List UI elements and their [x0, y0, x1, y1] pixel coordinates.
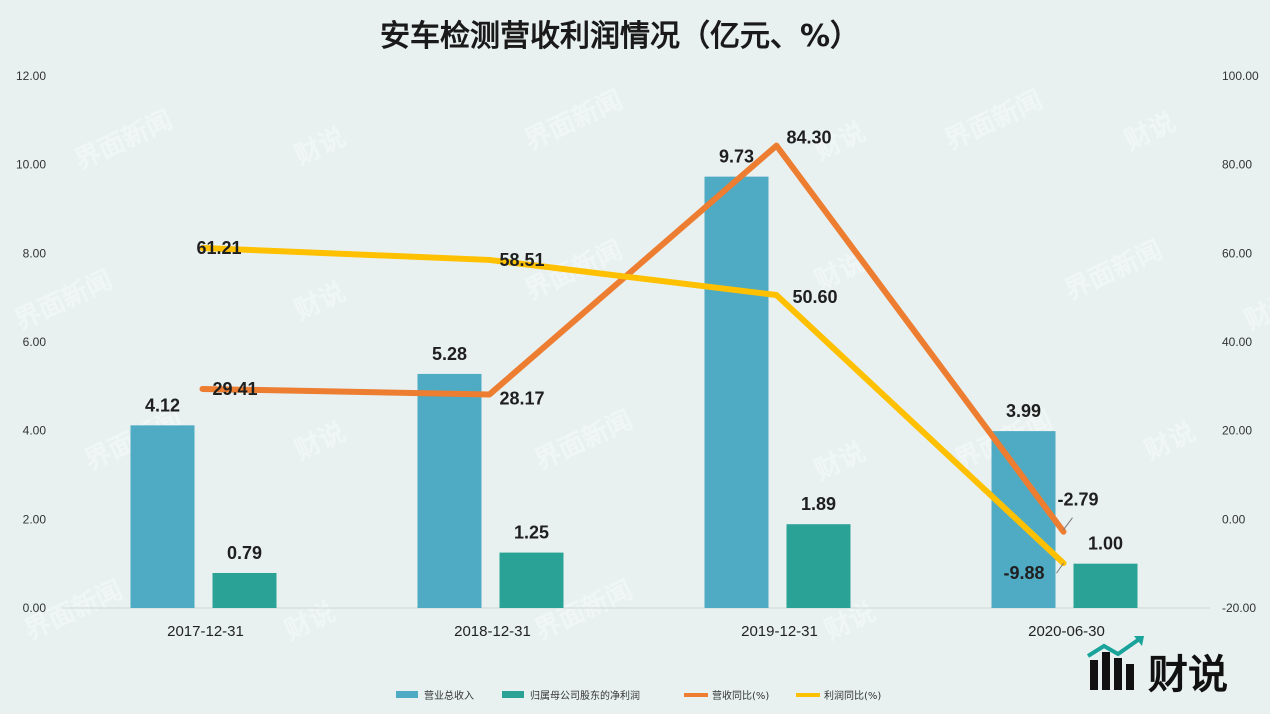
x-tick-label: 2020-06-30 — [1028, 623, 1105, 640]
line-value-label: -2.79 — [1058, 490, 1099, 510]
bars — [130, 176, 1138, 609]
watermark-layer: 界面新闻财说界面新闻财说界面新闻财说界面新闻财说界面新闻财说界面新闻财说界面新闻… — [10, 84, 1270, 646]
bar-value-label: 1.00 — [1088, 534, 1123, 554]
data-labels: 4.12 5.28 9.73 3.99 0.79 1.25 1.89 1.00 29.41 28.… — [145, 128, 1123, 584]
series-line — [199, 244, 1067, 567]
legend-label: 营收同比(%) — [712, 689, 769, 702]
x-tick-label: 2018-12-31 — [454, 623, 531, 640]
watermark-text: 财说 — [1240, 287, 1270, 336]
legend-swatch — [396, 691, 418, 698]
bar — [1073, 563, 1138, 608]
leader-line — [1063, 517, 1073, 531]
y-right-tick-label: 20.00 — [1222, 424, 1252, 438]
x-tick-label: 2019-12-31 — [741, 623, 818, 640]
bar — [417, 373, 482, 608]
y-right-tick-label: -20.00 — [1222, 601, 1256, 615]
bar-value-label: 1.25 — [514, 523, 549, 543]
leader-line — [1056, 562, 1064, 574]
series-line — [199, 142, 1067, 535]
chart-bars-logo-icon — [1086, 636, 1144, 690]
line-value-label: 58.51 — [500, 250, 545, 270]
legend: 营业总收入 归属母公司股东的净利润 营收同比(%) 利润同比(%) — [396, 689, 881, 702]
chart-title: 安车检测营收利润情况（亿元、%） — [380, 19, 860, 54]
bar — [499, 552, 564, 608]
watermark-text: 财说 — [290, 417, 350, 466]
legend-label: 利润同比(%) — [824, 689, 881, 702]
y-left-tick-label: 6.00 — [23, 335, 47, 349]
legend-label: 营业总收入 — [424, 689, 474, 702]
watermark-text: 界面新闻 — [940, 84, 1047, 156]
watermark-text: 界面新闻 — [70, 104, 177, 176]
lines — [199, 142, 1067, 567]
bar-value-label: 9.73 — [719, 147, 754, 167]
legend-swatch — [502, 691, 524, 698]
bar — [130, 425, 195, 608]
bar — [212, 572, 277, 608]
y-right-tick-label: 40.00 — [1222, 335, 1252, 349]
bar-value-label: 3.99 — [1006, 401, 1041, 421]
axes: 0.00 2.00 4.00 6.00 8.00 10.00 12.00 -20.00 0.00… — [16, 69, 1259, 640]
bar-value-label: 4.12 — [145, 395, 180, 415]
bar — [704, 176, 769, 609]
watermark-text: 界面新闻 — [10, 264, 117, 336]
line-value-label: 28.17 — [500, 388, 545, 408]
y-left-tick-label: 8.00 — [23, 246, 47, 260]
watermark-text: 财说 — [290, 277, 350, 326]
y-left-tick-label: 4.00 — [23, 424, 47, 438]
y-right-tick-label: 80.00 — [1222, 158, 1252, 172]
y-left-tick-label: 0.00 — [23, 601, 47, 615]
bar-value-label: 0.79 — [227, 543, 262, 563]
watermark-text: 财说 — [290, 122, 350, 171]
y-right-tick-label: 0.00 — [1222, 512, 1246, 526]
y-right-tick-label: 100.00 — [1222, 69, 1259, 83]
brand-logo: 财说 — [1086, 636, 1228, 698]
watermark-text: 财说 — [280, 597, 340, 646]
legend-label: 归属母公司股东的净利润 — [530, 689, 640, 702]
logo-text: 财说 — [1148, 652, 1228, 698]
watermark-text: 财说 — [1140, 417, 1200, 466]
bar — [786, 524, 851, 608]
y-left-tick-label: 2.00 — [23, 512, 47, 526]
watermark-text: 界面新闻 — [530, 404, 637, 476]
bar — [991, 431, 1056, 608]
bar-value-label: 1.89 — [801, 494, 836, 514]
line-value-label: 84.30 — [787, 128, 832, 148]
line-value-label: 29.41 — [213, 379, 258, 399]
watermark-text: 财说 — [1120, 107, 1180, 156]
watermark-text: 财说 — [810, 437, 870, 486]
line-value-label: -9.88 — [1004, 563, 1045, 583]
y-left-tick-label: 12.00 — [16, 69, 46, 83]
bar-value-label: 5.28 — [432, 344, 467, 364]
line-value-label: 61.21 — [197, 238, 242, 258]
x-tick-label: 2017-12-31 — [167, 623, 244, 640]
watermark-text: 界面新闻 — [1060, 234, 1167, 306]
line-value-label: 50.60 — [793, 287, 838, 307]
y-left-tick-label: 10.00 — [16, 158, 46, 172]
y-right-tick-label: 60.00 — [1222, 246, 1252, 260]
watermark-text: 界面新闻 — [520, 84, 627, 156]
